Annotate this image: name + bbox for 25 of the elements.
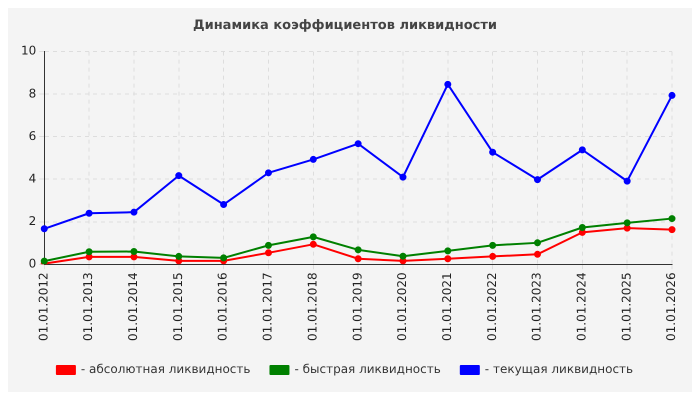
- x-tick-label: 01.01.2024: [574, 272, 588, 342]
- legend-label: - текущая ликвидность: [484, 362, 634, 376]
- x-tick-label: 01.01.2019: [350, 272, 364, 342]
- x-tick-label: 01.01.2025: [619, 272, 634, 342]
- y-tick-label: 6: [28, 128, 36, 143]
- y-tick-label: 10: [20, 44, 36, 58]
- x-tick-label: 01.01.2016: [216, 272, 230, 342]
- x-tick-label: 01.01.2020: [395, 272, 410, 342]
- x-tick-label: 01.01.2023: [530, 272, 544, 342]
- y-tick-label: 2: [28, 214, 36, 228]
- y-tick-label: 4: [28, 171, 36, 186]
- legend-label: - абсолютная ликвидность: [80, 362, 250, 376]
- y-tick-label: 8: [28, 86, 36, 100]
- x-tick-label: 01.01.2015: [170, 272, 185, 342]
- x-tick-label: 01.01.2018: [305, 272, 320, 342]
- x-tick-label: 01.01.2026: [664, 272, 678, 342]
- x-tick-label: 01.01.2012: [36, 272, 50, 342]
- x-tick-label: 01.01.2022: [484, 272, 499, 342]
- legend-label: - быстрая ликвидность: [294, 362, 441, 376]
- x-tick-label: 01.01.2013: [81, 272, 96, 342]
- x-tick-label: 01.01.2021: [440, 272, 454, 342]
- x-tick-label: 01.01.2017: [260, 272, 275, 342]
- chart-title: Динамика коэффициентов ликвидности: [193, 18, 497, 34]
- x-tick-label: 01.01.2014: [126, 272, 140, 342]
- y-tick-label: 0: [28, 256, 36, 270]
